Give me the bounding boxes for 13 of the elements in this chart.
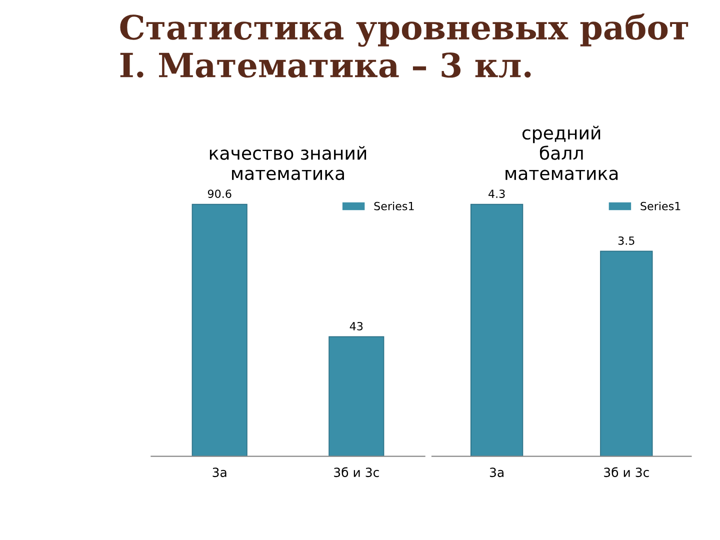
chart-title: качество знаний математика bbox=[210, 146, 366, 180]
legend-label: Series1 bbox=[374, 202, 414, 210]
x-tick-label: 3б и 3с bbox=[334, 467, 379, 478]
legend-label: Series1 bbox=[640, 202, 680, 210]
data-label: 3.5 bbox=[618, 236, 634, 245]
x-tick-label: 3а bbox=[490, 468, 504, 478]
data-label: 90.6 bbox=[208, 190, 232, 198]
chart-title: средний балл математика bbox=[506, 126, 618, 180]
data-label: 4.3 bbox=[488, 190, 505, 198]
data-label: 43 bbox=[350, 322, 363, 330]
x-tick-label: 3б и 3с bbox=[604, 467, 649, 478]
x-tick-label: 3а bbox=[212, 468, 226, 478]
text: Статистика уровневых работ I. Математика – 3 кл. bbox=[120, 14, 688, 78]
